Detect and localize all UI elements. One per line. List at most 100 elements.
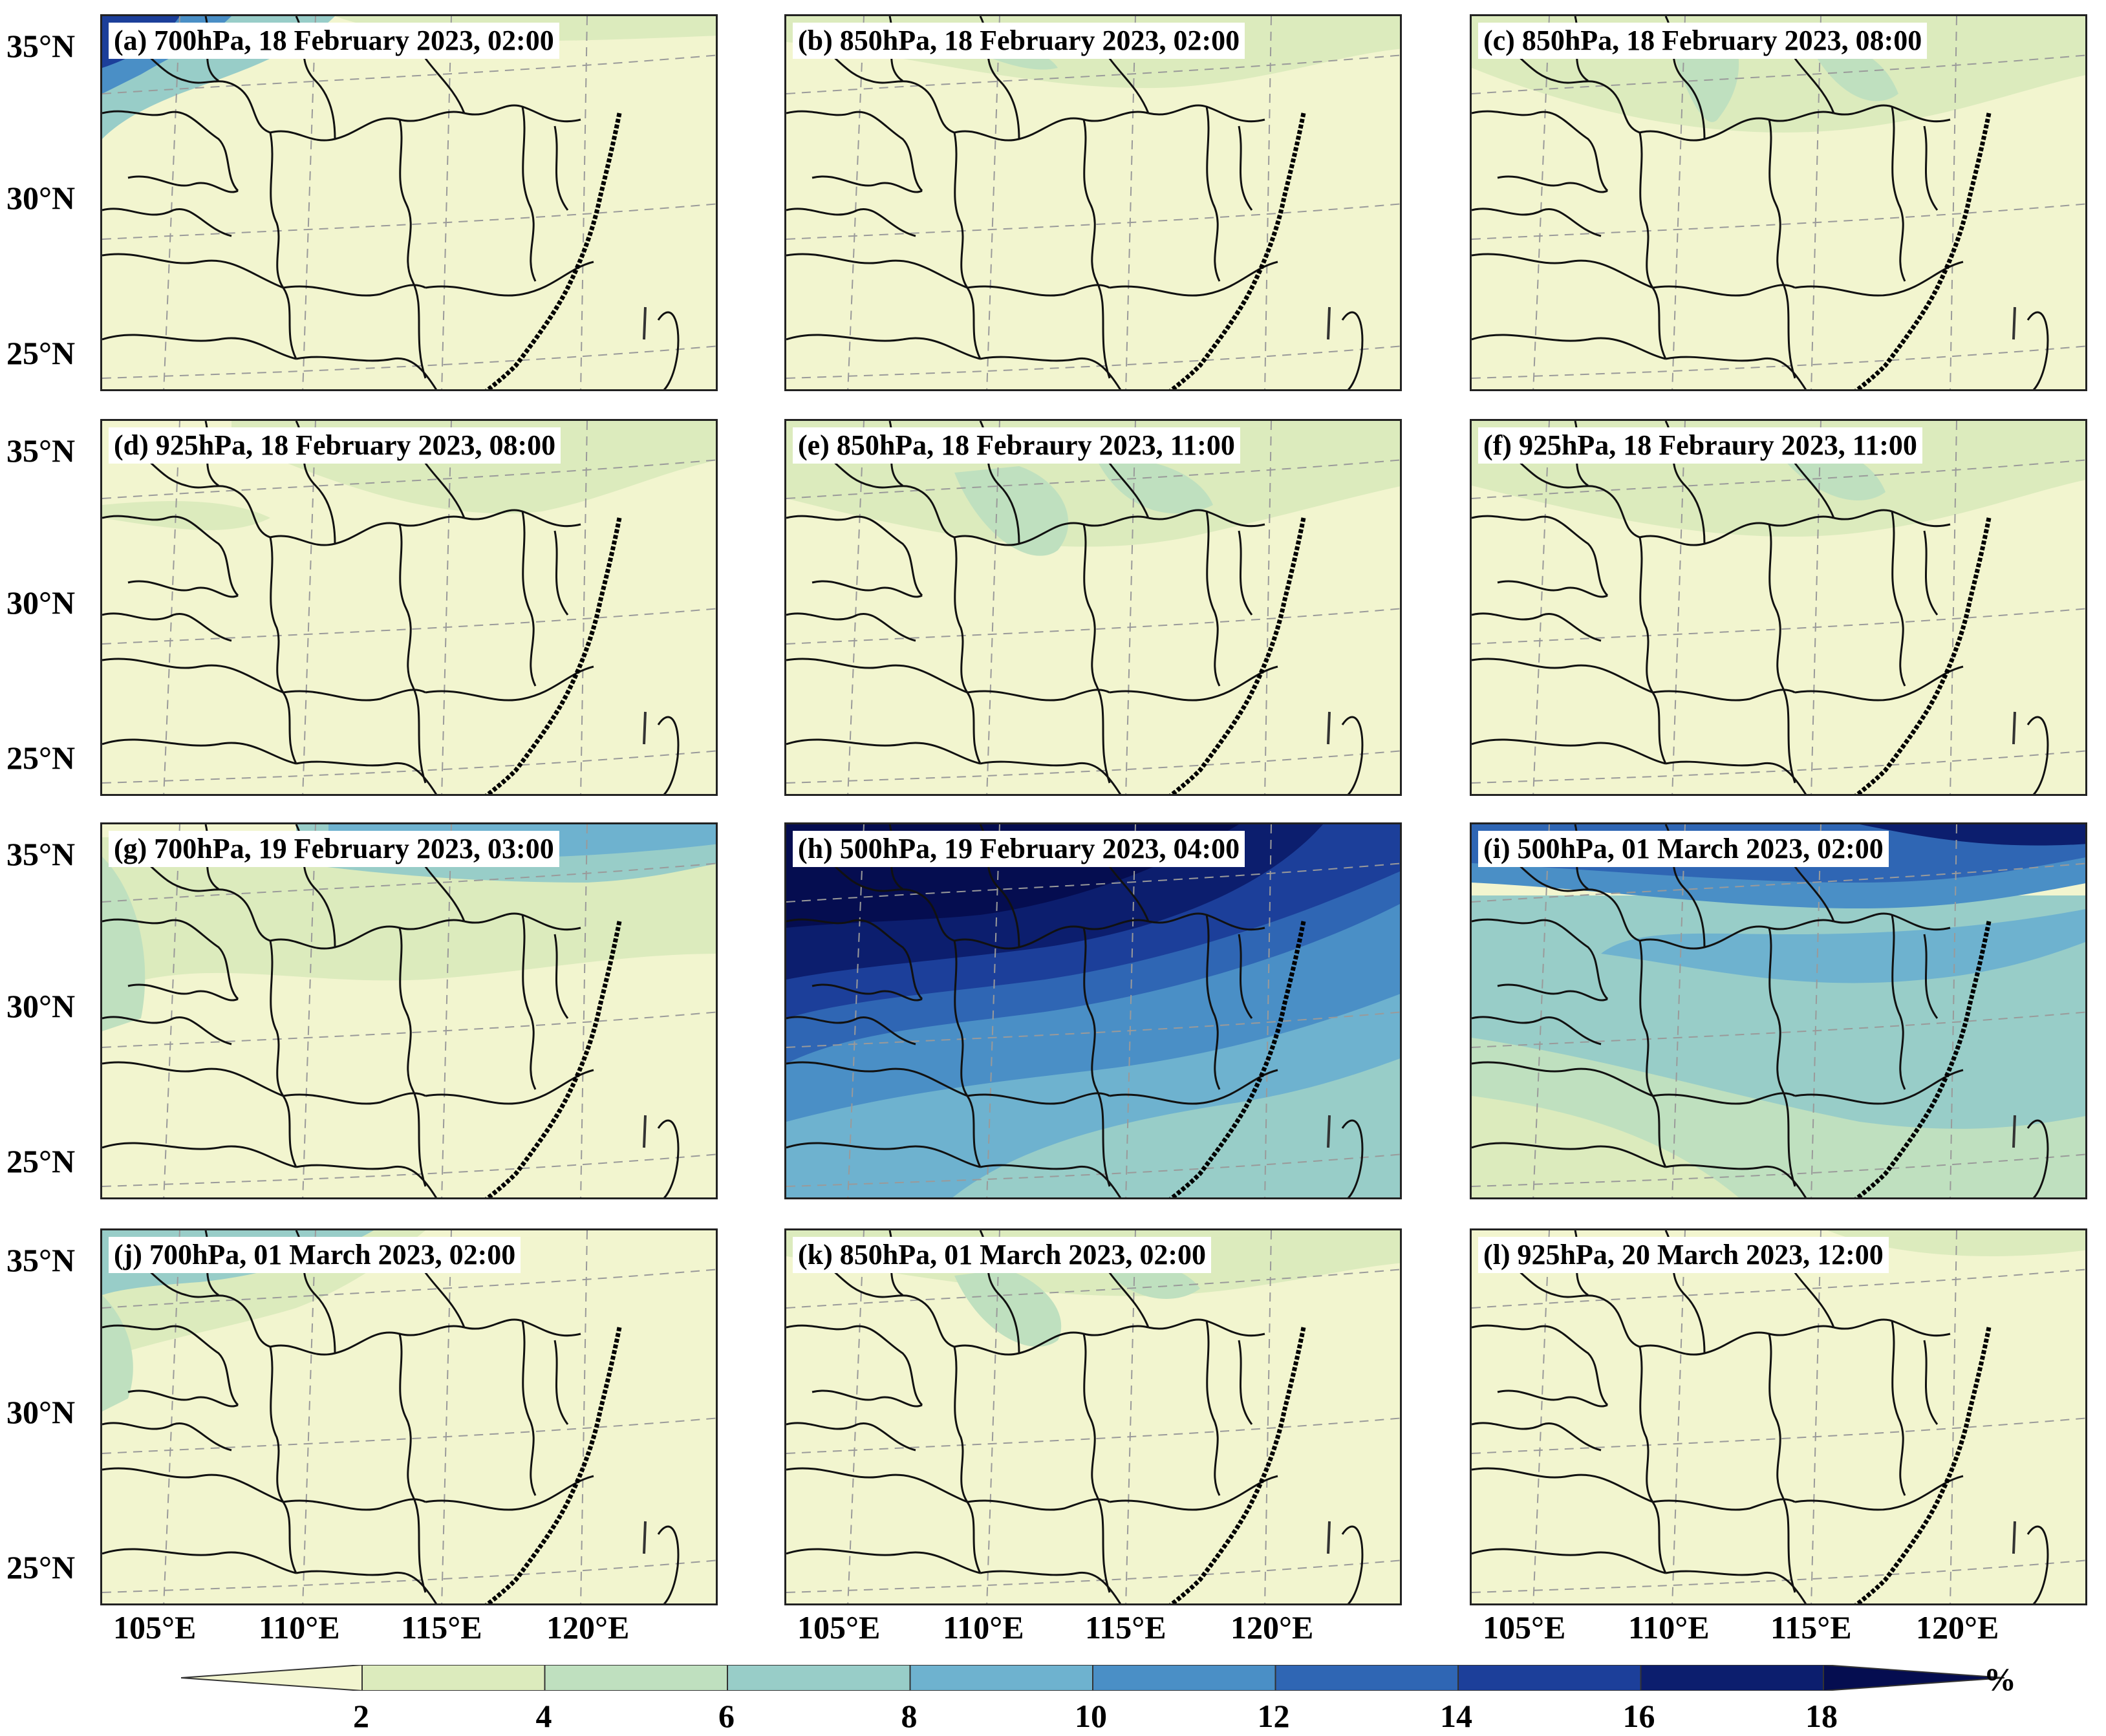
province-boundary [954, 515, 1149, 546]
colorbar-tick-label: 8 [901, 1698, 918, 1734]
province-boundary [1497, 983, 1608, 1002]
province-boundary [980, 1570, 1122, 1603]
island-mark [1327, 711, 1331, 745]
island-mark [2012, 1521, 2016, 1554]
province-boundary [127, 445, 271, 539]
colorbar-tick-label: 10 [1075, 1698, 1107, 1734]
coastline [484, 517, 622, 794]
panel-title-l: (l) 925hPa, 20 March 2023, 12:00 [1478, 1237, 1889, 1273]
island-mark [643, 1521, 647, 1554]
map-field-e [786, 421, 1400, 794]
province-boundary [1639, 1346, 1667, 1574]
province-boundary [269, 537, 297, 764]
graticule-line [786, 459, 1400, 499]
shading-band-5 [1601, 909, 2085, 983]
map-field-l [1472, 1230, 2085, 1603]
map-panel-i: (i) 500hPa, 01 March 2023, 02:00 [1470, 822, 2087, 1199]
graticule-line [1472, 203, 2085, 240]
province-boundary [127, 1255, 271, 1348]
colorbar-segment [361, 1665, 546, 1691]
province-boundary [1497, 1389, 1608, 1408]
panel-title-a: (a) 700hPa, 18 February 2023, 02:00 [109, 23, 559, 59]
coastline [484, 1327, 622, 1603]
province-boundary [1923, 530, 1939, 616]
graticule-line [786, 1269, 1400, 1309]
province-boundary [1923, 125, 1939, 211]
province-boundary [1472, 515, 1609, 597]
taiwan-outline [1341, 716, 1364, 794]
coastline [1854, 517, 1992, 794]
province-boundary [269, 940, 297, 1168]
panel-title-j: (j) 700hPa, 01 March 2023, 02:00 [109, 1237, 521, 1273]
map-panel-g: (g) 700hPa, 19 February 2023, 03:00 [100, 822, 718, 1199]
province-boundary [102, 918, 239, 1000]
province-boundary [786, 253, 968, 289]
province-boundary [127, 175, 239, 193]
lon-label: 115°E [1770, 1609, 1852, 1645]
province-boundary [283, 1092, 426, 1105]
graticule-line [441, 421, 452, 794]
graticule-line [1950, 1230, 1957, 1603]
province-boundary [102, 253, 284, 289]
colorbar-segment [909, 1665, 1093, 1691]
province-boundary [1639, 1325, 1834, 1356]
panel-title-h: (h) 500hPa, 19 February 2023, 04:00 [793, 831, 1245, 867]
colorbar-segment [544, 1665, 728, 1691]
province-boundary [953, 132, 982, 359]
province-boundary [1205, 511, 1221, 687]
province-boundary [398, 524, 427, 784]
province-boundary [1794, 1475, 1964, 1511]
colorbar-segment [1092, 1665, 1276, 1691]
lat-label: 35°N [6, 28, 76, 64]
province-boundary [786, 334, 981, 360]
graticule-line [786, 1559, 1400, 1593]
island-mark [1327, 1115, 1331, 1148]
map-panel-l: (l) 925hPa, 20 March 2023, 12:00 [1470, 1228, 2087, 1605]
graticule-line [1125, 824, 1136, 1197]
colorbar-tick-label: 16 [1622, 1698, 1655, 1734]
province-boundary [102, 208, 232, 237]
province-boundary [811, 580, 923, 598]
graticule-line [1264, 421, 1272, 794]
province-boundary [1639, 919, 1834, 950]
coastline [484, 113, 622, 389]
colorbar-tick-label: 4 [535, 1698, 552, 1734]
map-panel-j: (j) 700hPa, 01 March 2023, 02:00 [100, 1228, 718, 1605]
graticule-line [786, 750, 1400, 784]
graticule-line [1472, 345, 2085, 379]
map-field-c [1472, 16, 2085, 389]
province-boundary [786, 1324, 923, 1406]
province-boundary [1109, 665, 1278, 702]
province-boundary [1768, 927, 1796, 1187]
colorbar-segment [1640, 1665, 1824, 1691]
province-boundary [102, 1422, 232, 1452]
shading-band-1 [954, 1269, 1062, 1347]
island-mark [2012, 711, 2016, 745]
map-panel-a: (a) 700hPa, 18 February 2023, 02:00 [100, 14, 718, 391]
graticule-line [847, 1230, 865, 1603]
province-boundary [786, 1142, 981, 1168]
province-boundary [1082, 1333, 1111, 1593]
province-boundary [1794, 665, 1964, 702]
province-boundary [1472, 658, 1653, 694]
colorbar-segment [1457, 1665, 1642, 1691]
province-boundary [102, 658, 284, 694]
province-boundary [1082, 524, 1111, 784]
graticule-line [441, 16, 452, 389]
graticule-line [1472, 1559, 2085, 1593]
graticule-line [1472, 54, 2085, 94]
province-boundary [553, 1340, 569, 1425]
graticule-line [1264, 824, 1272, 1197]
island-mark [1327, 1521, 1331, 1554]
taiwan-outline [1341, 1119, 1364, 1197]
province-boundary [553, 530, 569, 616]
lat-label: 30°N [6, 180, 76, 216]
colorbar [181, 1665, 2004, 1691]
graticule-line [786, 863, 1400, 903]
graticule-line [1125, 421, 1136, 794]
panel-title-b: (b) 850hPa, 18 February 2023, 02:00 [793, 23, 1245, 59]
province-boundary [1891, 914, 1906, 1090]
province-boundary [102, 1324, 239, 1406]
graticule-line [1472, 863, 2085, 903]
graticule-line [102, 54, 716, 94]
